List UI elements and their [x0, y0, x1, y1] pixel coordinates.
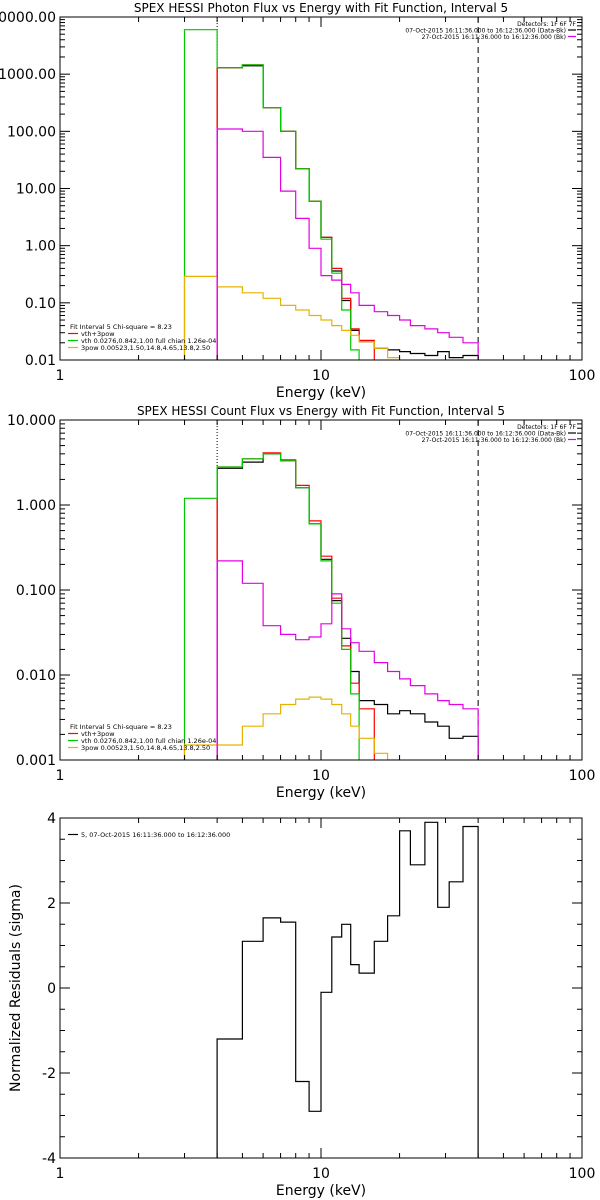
series-line: [216, 128, 479, 360]
legend-left: Fit Interval 5 Chi-square = 8.23vth+3pow…: [68, 723, 216, 752]
legend-label: vth+3pow: [81, 730, 115, 738]
x-tick-label: 10: [312, 368, 330, 384]
x-tick-label: 100: [569, 768, 596, 784]
x-tick-label: 10: [312, 768, 330, 784]
y-tick-label: -4: [42, 1151, 56, 1167]
x-axis-label: Energy (keV): [276, 785, 366, 801]
chart-1: SPEX HESSI Photon Flux vs Energy with Fi…: [0, 1, 596, 401]
plot-area: [183, 17, 479, 360]
x-tick-label: 1: [56, 768, 65, 784]
legend-header: Fit Interval 5 Chi-square = 8.23: [70, 323, 172, 331]
x-axis-label: Energy (keV): [276, 385, 366, 401]
x-tick-label: 100: [569, 1166, 596, 1182]
y-tick-label: 4: [47, 811, 56, 827]
legend-header: Detectors: 1F 6F 7F: [517, 21, 576, 28]
legend-label: 07-Oct-2015 16:11:36.000 to 16:12:36.000…: [405, 28, 566, 35]
plot-frame: [59, 817, 583, 1159]
y-tick-label: 1.000: [16, 498, 56, 514]
legend-header: Fit Interval 5 Chi-square = 8.23: [70, 723, 172, 731]
series-line: [183, 275, 401, 360]
chart-3: 1 10 100 Energy (keV) -4 -2 0 2 4 Normalized Resi…: [8, 811, 596, 1199]
y-tick-label: 2: [47, 896, 56, 912]
series-line: [216, 65, 479, 360]
series-line: [216, 453, 479, 760]
legend-label: vth+3pow: [81, 330, 115, 338]
y-tick-label: 0.100: [16, 583, 56, 599]
legend-left: 5, 07-Oct-2015 16:11:36.000 to 16:12:36.…: [68, 831, 230, 839]
series-line: [216, 821, 479, 1158]
legend-label: vth 0.0276,0.842,1.00 full chian 1.26e-0…: [81, 337, 216, 345]
x-tick-label: 1: [56, 1166, 65, 1182]
y-tick-label: 10.00: [16, 182, 56, 198]
legend-label: 3pow 0.00523,1.50,14.8,4.65,13.8,2.50: [81, 344, 210, 352]
legend-label: vth 0.0276,0.842,1.00 full chian 1.26e-0…: [81, 737, 216, 745]
y-tick-label: 0.01: [25, 353, 56, 369]
y-tick-label: 1.00: [25, 239, 56, 255]
series-line: [216, 560, 479, 760]
y-tick-label: 100.00: [7, 124, 56, 140]
chart-title: SPEX HESSI Count Flux vs Energy with Fit…: [137, 404, 505, 418]
legend-header: Detectors: 1F 6F 7F: [517, 424, 576, 431]
y-tick-label: -2: [42, 1066, 56, 1082]
y-tick-label: 0.001: [16, 753, 56, 769]
series-line: [183, 453, 360, 760]
y-tick-label: 10.000: [7, 413, 56, 429]
plot-area: [216, 821, 479, 1158]
y-tick-label: 0.10: [25, 296, 56, 312]
x-tick-label: 100: [569, 368, 596, 384]
y-tick-label: 1000.00: [0, 67, 56, 83]
legend-label: 5, 07-Oct-2015 16:11:36.000 to 16:12:36.…: [81, 831, 230, 839]
y-tick-label: 0.010: [16, 668, 56, 684]
y-axis-label: Normalized Residuals (sigma): [8, 884, 24, 1092]
series-line: [183, 29, 360, 360]
chart-2: SPEX HESSI Count Flux vs Energy with Fit…: [7, 404, 596, 801]
y-tick-label: 0000.00: [0, 10, 56, 26]
legend-label: 3pow 0.00523,1.50,14.8,4.65,13.8,2.50: [81, 744, 210, 752]
x-tick-label: 1: [56, 368, 65, 384]
x-tick-label: 10: [312, 1166, 330, 1182]
x-axis-label: Energy (keV): [276, 1183, 366, 1199]
plot-area: [183, 420, 479, 760]
legend-label: 27-Oct-2015 16:11:36.000 to 16:12:36.000…: [422, 437, 566, 444]
legend-label: 07-Oct-2015 16:11:36.000 to 16:12:36.000…: [405, 431, 566, 438]
plot-frame: [59, 419, 583, 761]
legend-left: Fit Interval 5 Chi-square = 8.23vth+3pow…: [68, 323, 216, 352]
y-tick-label: 0: [47, 981, 56, 997]
chart-title: SPEX HESSI Photon Flux vs Energy with Fi…: [134, 1, 508, 15]
legend-label: 27-Oct-2015 16:11:36.000 to 16:12:36.000…: [422, 34, 566, 41]
plot-frame: [59, 16, 583, 361]
series-line: [183, 696, 401, 760]
